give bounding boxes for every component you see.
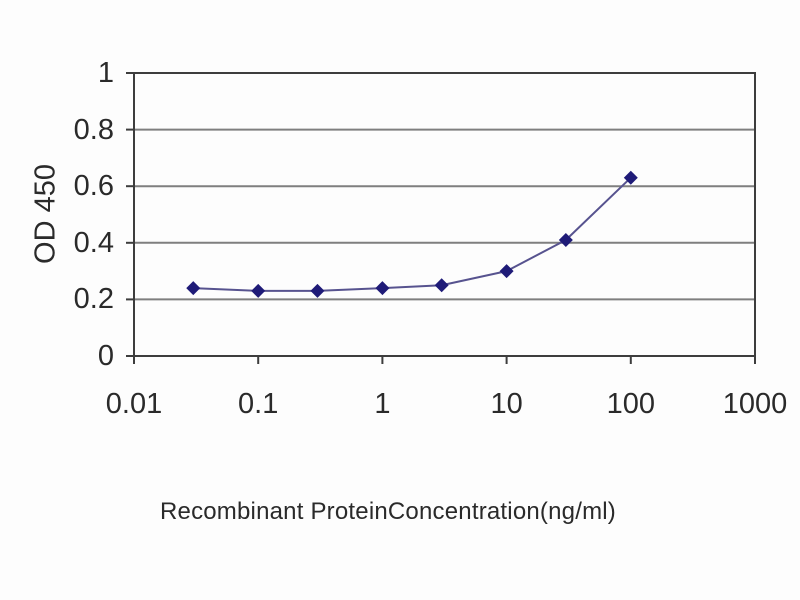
y-tick-label: 0.6 <box>73 170 114 203</box>
data-point-marker <box>499 264 514 279</box>
plot-border <box>133 72 756 357</box>
data-point-marker <box>558 232 573 247</box>
y-tick-label: 0 <box>97 340 114 372</box>
data-point-marker <box>251 283 266 298</box>
data-point-marker <box>434 278 449 293</box>
x-tick-label: 10 <box>490 388 523 420</box>
x-tick-label: 1000 <box>722 388 788 420</box>
x-tick-label: 1 <box>374 388 391 420</box>
y-tick-label: 0.8 <box>73 113 114 146</box>
x-tick-label: 0.01 <box>105 388 163 420</box>
data-point-marker <box>310 283 325 298</box>
data-point-marker <box>623 170 638 185</box>
x-axis-title: Recombinant ProteinConcentration(ng/ml) <box>159 498 617 525</box>
data-point-marker <box>186 281 201 296</box>
y-tick-label: 0.2 <box>73 283 114 316</box>
data-point-marker <box>375 281 390 296</box>
x-tick-label: 100 <box>606 388 655 420</box>
y-tick-label: 0.4 <box>73 226 114 259</box>
y-tick-label: 1 <box>97 57 114 89</box>
series-line <box>193 176 632 292</box>
x-tick-label: 0.1 <box>238 388 279 420</box>
